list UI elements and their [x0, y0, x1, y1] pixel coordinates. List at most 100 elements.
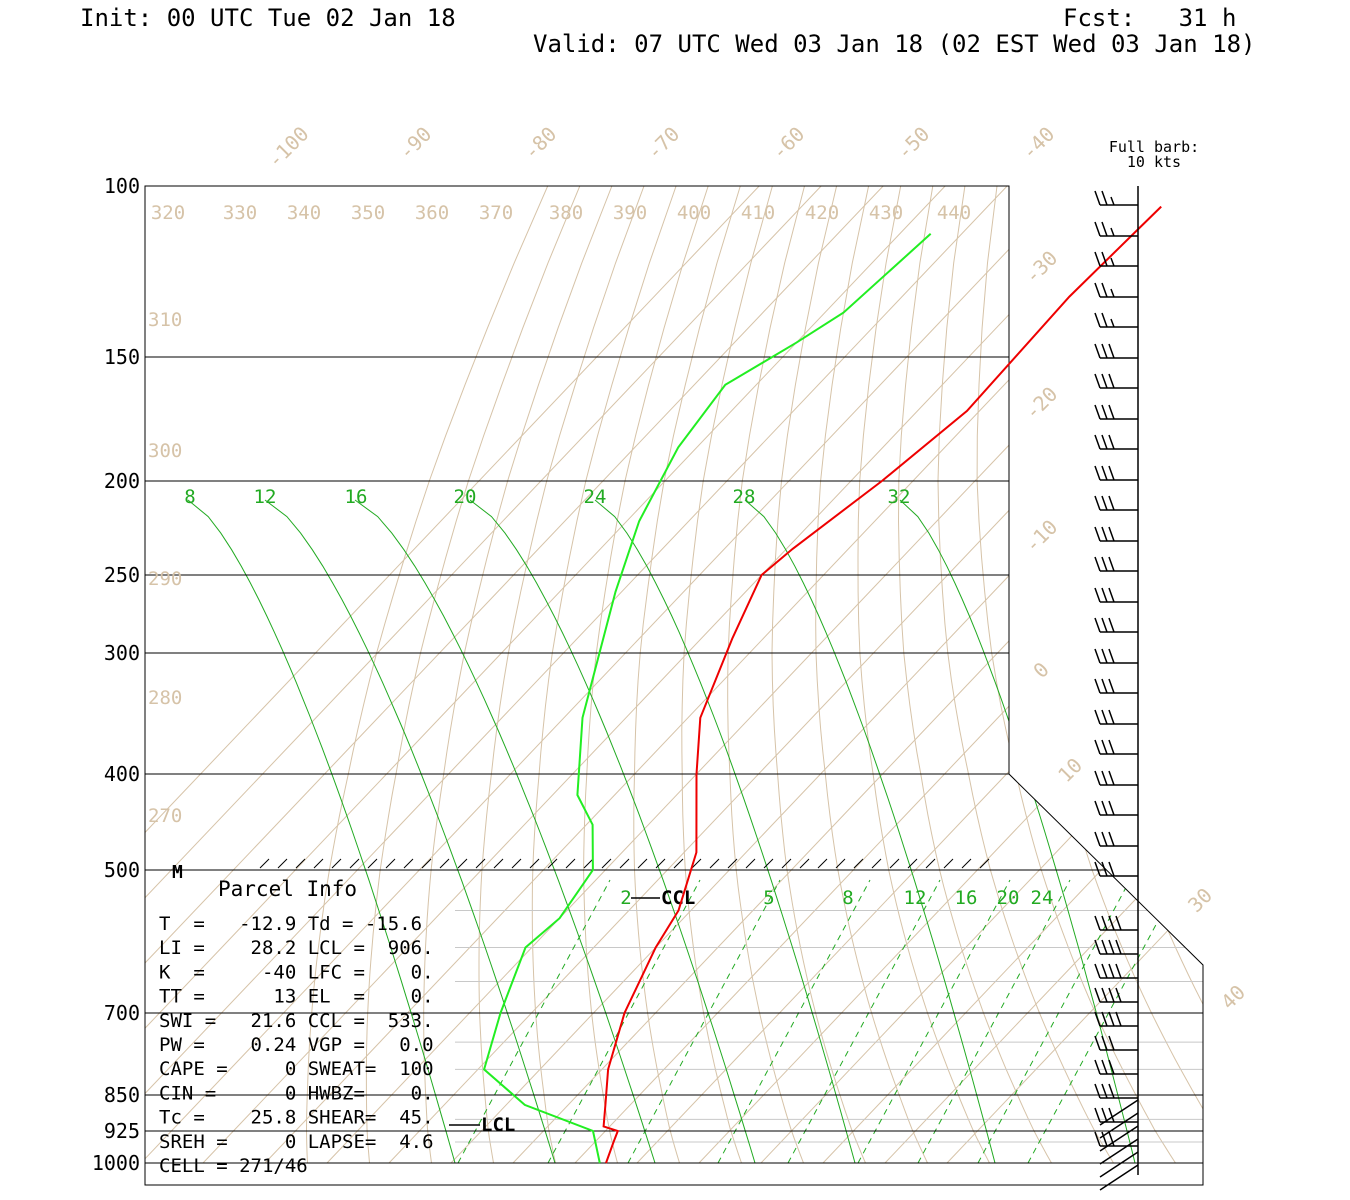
isotherm-line: [388, 186, 1203, 1164]
wind-barb: [1094, 963, 1138, 979]
freezing-hatch: [637, 858, 648, 869]
barb-flag: [1101, 800, 1108, 816]
barb-flag: [1094, 282, 1101, 298]
freezing-hatch: [691, 858, 702, 869]
barb-flag: [1094, 648, 1101, 664]
mixing-ratio-line: [547, 879, 701, 1164]
isotherm-label: -70: [642, 122, 685, 165]
isotherm-label: -60: [767, 122, 810, 165]
dry-adiabat-line: [531, 186, 677, 1164]
wind-barb: [1094, 282, 1138, 298]
freezing-hatch: [871, 858, 882, 869]
barb-flag: [1108, 800, 1115, 816]
freezing-hatch: [745, 858, 756, 869]
theta-label: 290: [148, 568, 182, 590]
mixing-label-upper: 8: [184, 486, 195, 508]
parcel-info-row: CELL = 271/46: [159, 1155, 308, 1177]
barb-flag: [1094, 373, 1101, 389]
freezing-hatch: [961, 858, 972, 869]
freezing-hatch: [367, 858, 378, 869]
barb-flag: [1101, 556, 1108, 572]
isotherm-label: -90: [394, 122, 437, 165]
barb-half-flag: [1110, 257, 1115, 267]
freezing-hatch: [403, 858, 414, 869]
freezing-hatch: [979, 858, 990, 869]
barb-half-flag: [1110, 288, 1115, 298]
barb-flag: [1101, 861, 1108, 877]
sounding-traces: [482, 205, 1162, 1164]
parcel-info-row: PW = 0.24 VGP = 0.0: [159, 1034, 434, 1056]
wind-barb: [1094, 770, 1138, 786]
barb-flag: [1108, 939, 1115, 955]
barb-flag: [1101, 831, 1108, 847]
freezing-hatch: [529, 858, 540, 869]
barb-flag: [1101, 963, 1108, 979]
barb-flag: [1101, 678, 1108, 694]
barb-flag: [1094, 861, 1101, 877]
mixing-label-upper: 32: [888, 486, 911, 508]
barb-flag: [1108, 1107, 1115, 1123]
isotherm-label: -50: [892, 122, 935, 165]
theta-label: 360: [415, 202, 449, 224]
wind-barb: [1094, 526, 1138, 542]
barb-flag: [1094, 404, 1101, 420]
freezing-hatch: [781, 858, 792, 869]
barb-flag: [1101, 1131, 1108, 1147]
moist-adiabat-line: [354, 499, 656, 1164]
forecast-hour: Fcst: 31 h: [1063, 4, 1237, 32]
wind-barb: [1094, 939, 1138, 955]
pressure-tick-label: 400: [104, 762, 140, 786]
freezing-hatch: [925, 858, 936, 869]
pressure-tick-label: 300: [104, 641, 140, 665]
wind-barb-surface: [1099, 1125, 1139, 1152]
dry-adiabat-line: [1189, 186, 1203, 1164]
dry-adiabat-line: [857, 186, 990, 1164]
barb-flag: [1094, 1083, 1101, 1099]
wind-barb: [1094, 987, 1138, 1003]
dry-adiabat-line: [897, 186, 1052, 1164]
freezing-hatch: [943, 858, 954, 869]
mixing-ratio-line: [627, 879, 781, 1164]
mixing-label-lower: 12: [904, 887, 927, 909]
wind-barb: [1094, 617, 1138, 633]
freezing-hatch: [313, 858, 324, 869]
wind-barb: [1094, 495, 1138, 511]
dry-adiabat-line: [1087, 186, 1203, 1164]
isotherm-label: -10: [1020, 515, 1063, 558]
barb-flag: [1094, 434, 1101, 450]
isotherm-line: [145, 186, 1008, 1164]
barb-flag: [1108, 678, 1115, 694]
parcel-info-row: SWI = 21.6 CCL = 533.: [159, 1010, 434, 1032]
dry-adiabat-line: [1222, 186, 1350, 1163]
mixing-label-lower: 2: [620, 887, 631, 909]
freezing-hatch: [349, 858, 360, 869]
mixing-label-upper: 20: [454, 486, 477, 508]
isotherm-line: [760, 186, 1203, 1164]
barb-flag: [1108, 1035, 1115, 1051]
freezing-hatch: [259, 858, 270, 869]
dry-adiabat-line: [1122, 186, 1203, 1164]
mixing-ratio-line: [787, 879, 941, 1164]
moist-adiabat-line: [187, 499, 456, 1164]
barb-flag: [1101, 939, 1108, 955]
barb-flag: [1101, 915, 1108, 931]
barb-half-flag: [1110, 318, 1115, 328]
barb-flag: [1101, 495, 1108, 511]
isotherm-line: [450, 186, 1203, 1164]
mixing-ratio-line: [1027, 879, 1181, 1164]
mixing-ratio-line: [857, 879, 1011, 1164]
mixing-ratio-line: [717, 879, 871, 1164]
wind-barb: [1094, 915, 1138, 931]
wind-barb: [1094, 1035, 1138, 1051]
freezing-hatch: [565, 858, 576, 869]
wind-barbs: Full barb:10 kts: [1094, 138, 1199, 1191]
freezing-hatch: [709, 858, 720, 869]
barb-flag: [1101, 526, 1108, 542]
barb-flag: [1094, 343, 1101, 359]
dry-adiabat-line: [1286, 186, 1350, 1163]
freezing-hatch: [277, 858, 288, 869]
barb-flag: [1108, 1083, 1115, 1099]
barb-flag: [1115, 1011, 1122, 1027]
barb-flag: [1101, 617, 1108, 633]
barb-flag: [1094, 251, 1101, 267]
